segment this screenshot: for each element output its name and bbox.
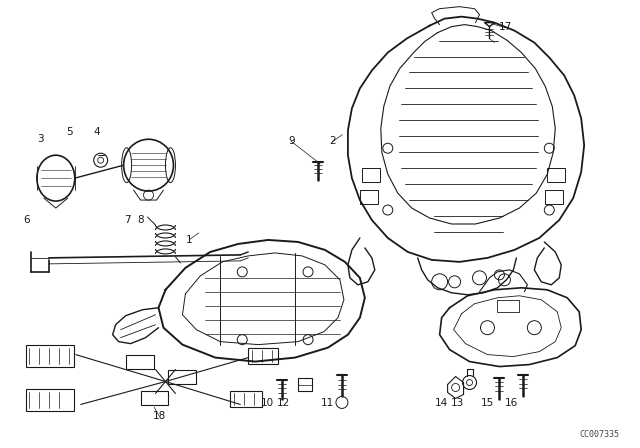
Text: 14: 14 [435, 398, 448, 408]
Text: 8: 8 [137, 215, 143, 224]
Bar [298, 378, 312, 392]
Bar [497, 300, 520, 312]
Bar [125, 355, 154, 369]
Text: 16: 16 [505, 398, 518, 408]
Text: 5: 5 [67, 127, 73, 138]
Bar [547, 168, 565, 182]
Bar [168, 370, 196, 383]
Text: 6: 6 [23, 215, 30, 224]
Text: 3: 3 [37, 134, 44, 144]
Text: CC007335: CC007335 [579, 431, 619, 439]
Text: 12: 12 [276, 398, 290, 408]
Bar [248, 348, 278, 364]
Bar [230, 392, 262, 407]
Text: 9: 9 [288, 136, 294, 146]
Bar [141, 392, 168, 405]
Text: 1: 1 [186, 235, 193, 245]
Text: 4: 4 [93, 127, 100, 138]
Bar [545, 190, 563, 204]
Text: 13: 13 [451, 398, 464, 408]
Text: 2: 2 [330, 136, 336, 146]
Bar [360, 190, 378, 204]
Text: 7: 7 [124, 215, 131, 224]
Text: 18: 18 [152, 411, 166, 421]
Bar [26, 345, 74, 366]
Bar [26, 389, 74, 411]
Text: 11: 11 [321, 398, 334, 408]
Text: 10: 10 [261, 398, 275, 408]
Bar [362, 168, 380, 182]
Text: 15: 15 [481, 398, 494, 408]
Text: 17: 17 [499, 22, 511, 33]
